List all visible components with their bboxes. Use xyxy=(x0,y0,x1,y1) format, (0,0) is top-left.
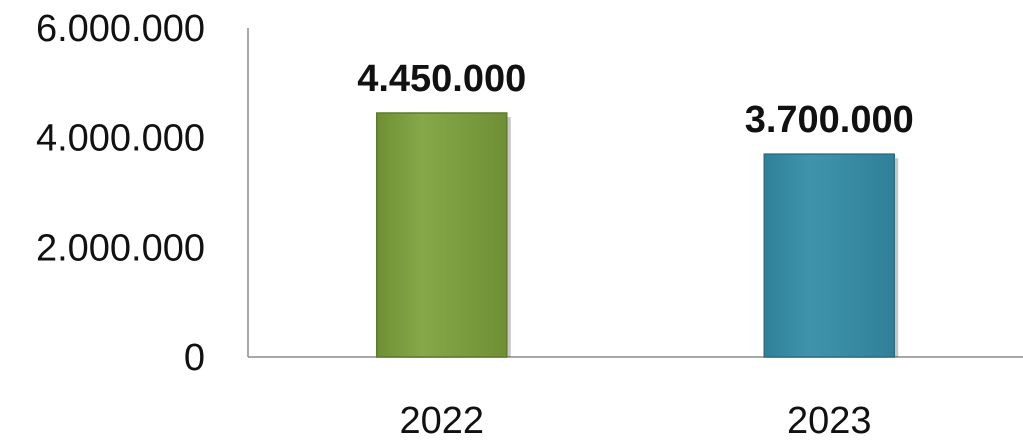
x-category-label: 2023 xyxy=(787,400,872,441)
y-tick-label: 6.000.000 xyxy=(36,8,205,50)
data-label: 3.700.000 xyxy=(745,99,914,141)
y-tick-label: 0 xyxy=(184,337,205,379)
bar-2023 xyxy=(763,153,895,358)
bar-2022 xyxy=(376,112,508,358)
y-tick-label: 2.000.000 xyxy=(36,227,205,269)
data-label: 4.450.000 xyxy=(357,58,526,100)
y-tick-label: 4.000.000 xyxy=(36,118,205,160)
x-category-label: 2022 xyxy=(399,400,484,441)
